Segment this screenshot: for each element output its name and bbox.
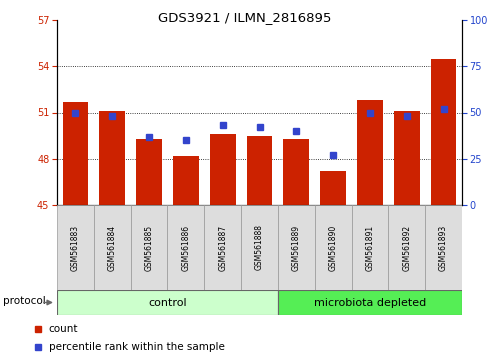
Bar	[209, 134, 235, 205]
Bar	[314, 205, 351, 290]
Bar	[351, 205, 387, 290]
Text: protocol: protocol	[3, 296, 45, 306]
Bar	[57, 205, 94, 290]
Bar	[277, 290, 461, 315]
Text: GSM561883: GSM561883	[71, 224, 80, 270]
Bar	[246, 136, 272, 205]
Bar	[356, 100, 382, 205]
Text: GSM561893: GSM561893	[438, 224, 447, 270]
Bar	[320, 171, 346, 205]
Bar	[173, 156, 198, 205]
Text: control: control	[148, 297, 186, 308]
Text: percentile rank within the sample: percentile rank within the sample	[49, 342, 224, 352]
Text: GSM561890: GSM561890	[328, 224, 337, 270]
Text: GSM561884: GSM561884	[107, 224, 117, 270]
Bar	[136, 139, 162, 205]
Text: GSM561892: GSM561892	[402, 224, 410, 270]
Text: GDS3921 / ILMN_2816895: GDS3921 / ILMN_2816895	[158, 11, 330, 24]
Text: GSM561891: GSM561891	[365, 224, 374, 270]
Text: GSM561886: GSM561886	[181, 224, 190, 270]
Bar	[393, 111, 419, 205]
Bar	[241, 205, 277, 290]
Bar	[430, 58, 455, 205]
Text: GSM561888: GSM561888	[254, 224, 264, 270]
Bar	[204, 205, 241, 290]
Bar	[167, 205, 204, 290]
Bar	[130, 205, 167, 290]
Text: GSM561889: GSM561889	[291, 224, 300, 270]
Bar	[283, 139, 308, 205]
Bar	[94, 205, 130, 290]
Text: GSM561885: GSM561885	[144, 224, 153, 270]
Bar	[99, 111, 125, 205]
Bar	[62, 102, 88, 205]
Bar	[277, 205, 314, 290]
Bar	[387, 205, 424, 290]
Text: GSM561887: GSM561887	[218, 224, 227, 270]
Text: count: count	[49, 324, 78, 333]
Text: microbiota depleted: microbiota depleted	[313, 297, 425, 308]
Bar	[424, 205, 461, 290]
Bar	[57, 290, 277, 315]
